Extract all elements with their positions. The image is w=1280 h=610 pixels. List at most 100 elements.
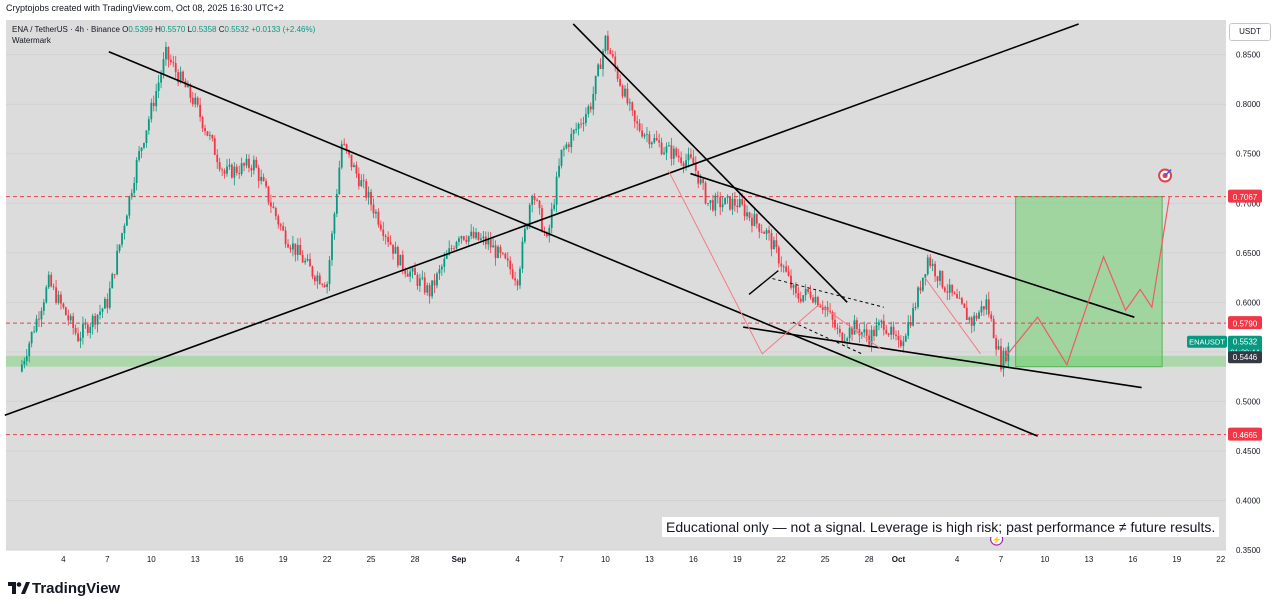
candle xyxy=(33,331,35,333)
mini-trendline xyxy=(748,270,779,295)
candle xyxy=(42,302,45,311)
candle xyxy=(846,338,849,341)
trendline xyxy=(690,172,1135,318)
candle xyxy=(658,140,661,143)
ohlc-o-value: 0.5399 xyxy=(128,25,153,34)
price-tick-label: 0.5000 xyxy=(1236,397,1261,406)
candle xyxy=(401,254,404,270)
candle xyxy=(660,142,663,155)
candle xyxy=(965,307,968,320)
candle xyxy=(714,195,717,211)
candle xyxy=(438,269,441,274)
candle xyxy=(365,181,368,198)
candle xyxy=(648,134,651,145)
candle xyxy=(941,270,944,288)
candle xyxy=(218,162,221,170)
candle xyxy=(951,284,954,293)
candle xyxy=(480,238,482,240)
candle xyxy=(538,200,541,209)
time-tick-label: 4 xyxy=(61,555,66,564)
candle xyxy=(870,329,873,345)
candle xyxy=(406,273,409,277)
candle xyxy=(84,323,87,325)
candle xyxy=(987,299,990,315)
candle xyxy=(809,291,812,298)
candle xyxy=(409,271,412,277)
candle xyxy=(746,212,748,217)
candle xyxy=(978,312,980,319)
candle xyxy=(213,138,216,155)
candle xyxy=(599,64,602,69)
ohlc-o-label: O xyxy=(122,25,129,34)
ohlc-h-value: 0.5570 xyxy=(160,25,186,34)
candle xyxy=(455,242,458,249)
candle xyxy=(418,278,421,286)
candle xyxy=(619,79,621,86)
level-price-label xyxy=(1228,189,1262,203)
candle xyxy=(277,216,280,225)
candle xyxy=(792,285,795,288)
candle xyxy=(140,147,143,152)
candle xyxy=(729,196,731,210)
candle xyxy=(592,93,595,110)
candle xyxy=(206,131,209,136)
candle xyxy=(179,71,182,83)
candle xyxy=(626,88,629,104)
time-tick-label: 25 xyxy=(367,555,376,564)
candle xyxy=(362,180,365,182)
candle xyxy=(375,211,377,214)
candle xyxy=(477,232,480,240)
ohlc-change: +0.0133 (+2.46%) xyxy=(251,25,316,34)
candle xyxy=(856,320,858,330)
candle xyxy=(865,329,868,336)
candle xyxy=(741,199,744,205)
symbol-legend[interactable]: ENA / TetherUS · 4h · Binance O0.5399 H0… xyxy=(12,25,315,34)
candle xyxy=(30,332,33,344)
candle xyxy=(663,152,665,155)
candle xyxy=(902,341,905,347)
candle xyxy=(423,277,426,293)
candle xyxy=(628,102,631,104)
candle xyxy=(980,306,983,313)
target-icon-arrow xyxy=(1164,169,1172,177)
currency-button[interactable]: USDT xyxy=(1229,23,1271,41)
candle xyxy=(108,288,111,308)
candle xyxy=(428,285,431,297)
trendline xyxy=(572,23,848,303)
candle xyxy=(152,102,155,107)
candle xyxy=(133,182,136,193)
time-axis[interactable] xyxy=(6,550,1226,570)
pattern-line xyxy=(924,277,981,355)
symbol-tag-text: ENAUSDT xyxy=(1189,338,1225,347)
tradingview-brand[interactable]: TradingView xyxy=(8,580,120,597)
candle xyxy=(194,97,197,105)
trendline xyxy=(743,326,1142,389)
candle xyxy=(421,277,424,279)
candle xyxy=(335,193,338,214)
candle xyxy=(448,248,451,255)
price-axis[interactable] xyxy=(1226,20,1276,550)
candle xyxy=(631,102,634,111)
candle xyxy=(62,303,65,308)
candle xyxy=(379,224,382,230)
time-tick-label: 13 xyxy=(645,555,654,564)
candle xyxy=(397,246,399,266)
candle xyxy=(462,236,465,240)
candle xyxy=(245,158,248,166)
candle xyxy=(113,273,116,275)
candle xyxy=(709,200,712,204)
candle xyxy=(111,273,114,289)
candle xyxy=(377,211,380,225)
candle xyxy=(101,308,104,312)
candle xyxy=(1000,346,1002,370)
candle xyxy=(257,167,260,181)
candle xyxy=(831,311,834,320)
candle xyxy=(548,227,551,237)
ohlc-h-label: H xyxy=(155,25,161,34)
time-tick-label: 19 xyxy=(1172,555,1181,564)
target-zone xyxy=(1015,196,1163,368)
candle xyxy=(226,166,228,174)
candle xyxy=(499,246,502,253)
level-price-label-text: 0.4665 xyxy=(1233,431,1258,440)
candle xyxy=(973,315,976,326)
